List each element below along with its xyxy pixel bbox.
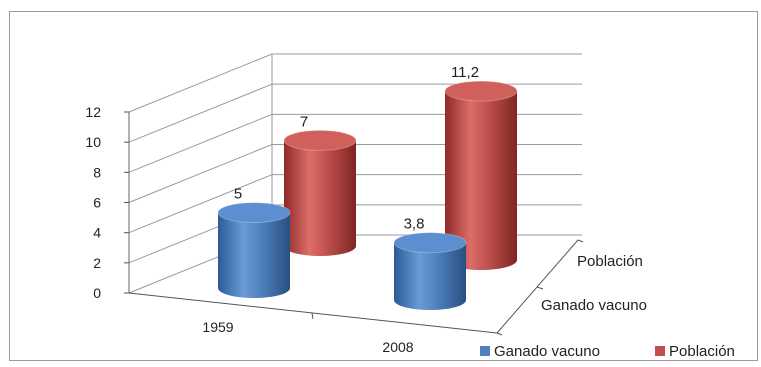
side-gridline <box>128 83 273 143</box>
depth-label: Ganado vacuno <box>541 297 647 314</box>
cylinder-body <box>284 140 356 256</box>
side-gridline <box>128 174 273 234</box>
bars <box>217 80 518 310</box>
axes <box>124 111 584 336</box>
cylinder-ganado-1959 <box>217 202 291 298</box>
x-axis-mid-tick <box>311 312 314 320</box>
legend-swatch-poblacion <box>655 346 665 356</box>
depth-axis-tick <box>536 286 544 290</box>
y-tick-label: 8 <box>93 164 101 180</box>
y-tick-label: 12 <box>85 104 101 120</box>
x-axis-end-tick <box>496 332 503 336</box>
cylinder-top <box>444 80 518 102</box>
y-tick-label: 4 <box>93 225 101 241</box>
y-tick-label: 10 <box>85 134 101 150</box>
side-gridline <box>128 53 273 113</box>
side-gridline <box>128 144 273 203</box>
cylinder-ganado-2008 <box>393 232 467 310</box>
depth-axis-tick <box>577 239 584 243</box>
legend-label-poblacion: Población <box>669 343 735 360</box>
chart-border <box>9 11 758 361</box>
x-tick-label: 1959 <box>202 319 233 335</box>
cylinder-poblacion-2008 <box>444 80 518 270</box>
cylinder-top <box>283 129 357 151</box>
y-tick-label: 0 <box>93 285 101 301</box>
data-label: 7 <box>300 113 308 130</box>
cylinder-body <box>218 212 290 298</box>
y-tick-label: 6 <box>93 195 101 211</box>
depth-label: Población <box>577 253 643 270</box>
legend: Ganado vacuno Población <box>480 343 735 360</box>
data-label: 11,2 <box>451 64 479 81</box>
y-tick-label: 2 <box>93 255 101 271</box>
cylinder-body <box>445 91 517 270</box>
legend-swatch-ganado <box>480 346 490 356</box>
cylinder-top <box>217 202 291 224</box>
labels: 0 2 4 6 8 10 12 1959 2008 Población Ganado vacuno 7… <box>85 64 647 355</box>
cylinder-poblacion-1959 <box>283 129 357 256</box>
data-label: 5 <box>234 186 242 203</box>
cylinder-body <box>394 242 466 310</box>
data-label: 3,8 <box>404 216 425 233</box>
depth-axis <box>496 239 579 334</box>
cylinder-top <box>393 232 467 254</box>
legend-label-ganado: Ganado vacuno <box>494 343 600 360</box>
x-tick-label: 2008 <box>382 339 413 355</box>
side-gridline <box>128 113 273 173</box>
x-axis <box>128 292 498 334</box>
